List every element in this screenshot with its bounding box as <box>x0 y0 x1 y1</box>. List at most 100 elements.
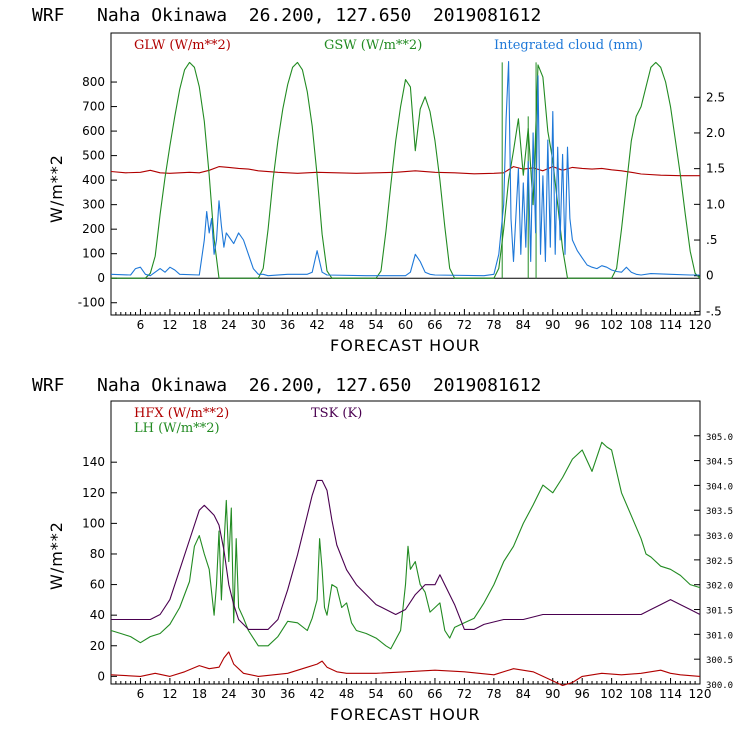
y-tick-label: 140 <box>82 455 105 469</box>
series-line-red <box>110 651 701 687</box>
y-tick-label: 60 <box>90 578 105 592</box>
y-tick-label: -100 <box>78 296 105 310</box>
radiation-panel: WRF Naha Okinawa 26.200, 127.650 2019081… <box>32 5 725 355</box>
y2-tick-label: 2.5 <box>706 90 725 104</box>
x-tick-label: 114 <box>659 318 682 332</box>
x-tick-label: 84 <box>516 318 531 332</box>
x-tick-label: 78 <box>486 318 501 332</box>
x-tick-label: 72 <box>457 687 472 701</box>
y2-tick-label: 301.5 <box>706 607 733 617</box>
x-tick-label: 54 <box>368 687 383 701</box>
y-tick-label: 700 <box>82 100 105 114</box>
x-tick-label: 48 <box>339 318 354 332</box>
panel1-title: WRF Naha Okinawa 26.200, 127.650 2019081… <box>32 5 541 26</box>
x-tick-label: 36 <box>280 687 295 701</box>
y2-tick-label: 2.0 <box>706 126 725 140</box>
panel2-series <box>110 441 701 687</box>
x-tick-label: 102 <box>600 318 623 332</box>
panel2-ylabel: W/m**2 <box>47 521 66 590</box>
series-line-red <box>110 166 700 177</box>
y2-tick-label: 301.0 <box>706 631 733 641</box>
x-tick-label: 18 <box>192 687 207 701</box>
x-tick-label: 42 <box>310 687 325 701</box>
x-tick-label: 30 <box>251 687 266 701</box>
y-tick-label: 800 <box>82 75 105 89</box>
panel1-xlabel: FORECAST HOUR <box>330 336 481 355</box>
series-line-purple <box>111 479 701 630</box>
x-tick-label: 108 <box>630 318 653 332</box>
x-tick-label: 48 <box>339 687 354 701</box>
x-tick-label: 6 <box>137 687 145 701</box>
legend-lh: LH (W/m**2) <box>134 421 220 436</box>
legend-glw: GLW (W/m**2) <box>134 38 231 53</box>
x-tick-label: 102 <box>600 687 623 701</box>
x-tick-label: 90 <box>545 687 560 701</box>
y-tick-label: 40 <box>90 608 105 622</box>
y2-tick-label: 302.5 <box>706 557 733 567</box>
y2-tick-label: 305.0 <box>706 433 733 443</box>
legend-gsw: GSW (W/m**2) <box>324 38 422 53</box>
x-tick-label: 18 <box>192 318 207 332</box>
y-tick-label: 120 <box>82 486 105 500</box>
y-tick-label: 0 <box>97 669 105 683</box>
y-tick-label: 80 <box>90 547 105 561</box>
series-line-green <box>110 441 701 650</box>
y-tick-label: 20 <box>90 639 105 653</box>
y-tick-label: 0 <box>97 271 105 285</box>
x-tick-label: 72 <box>457 318 472 332</box>
y2-tick-label: 303.0 <box>706 532 733 542</box>
panel2-y-ticks: 0 20 40 60 80 100 120 140 <box>82 455 117 683</box>
y-tick-label: 400 <box>82 173 105 187</box>
panel1-ylabel: W/m**2 <box>47 154 66 223</box>
y-tick-label: 100 <box>82 516 105 530</box>
y2-tick-label: .5 <box>706 233 717 247</box>
y-tick-label: 500 <box>82 149 105 163</box>
x-tick-label: 24 <box>221 687 236 701</box>
panel1-y2-ticks: -.5 0 .5 1.0 1.5 2.0 2.5 <box>694 90 725 318</box>
panel2-title: WRF Naha Okinawa 26.200, 127.650 2019081… <box>32 375 541 396</box>
y-tick-label: 200 <box>82 222 105 236</box>
panel1-series <box>110 61 701 279</box>
y-tick-label: 100 <box>82 247 105 261</box>
x-tick-label: 114 <box>659 687 682 701</box>
x-tick-label: 60 <box>398 318 413 332</box>
x-tick-label: 6 <box>137 318 145 332</box>
x-tick-label: 66 <box>427 318 442 332</box>
x-tick-label: 120 <box>689 687 712 701</box>
x-tick-label: 54 <box>368 318 383 332</box>
y2-tick-label: -.5 <box>706 304 722 318</box>
x-tick-label: 84 <box>516 687 531 701</box>
x-tick-label: 108 <box>630 687 653 701</box>
x-tick-label: 96 <box>575 318 590 332</box>
y2-tick-label: 300.0 <box>706 681 733 691</box>
panel1-y-ticks: -100 0 100 200 300 400 500 600 700 800 <box>78 75 117 310</box>
x-tick-label: 78 <box>486 687 501 701</box>
legend-cloud: Integrated cloud (mm) <box>494 38 643 53</box>
y2-tick-label: 302.0 <box>706 582 733 592</box>
x-tick-label: 30 <box>251 318 266 332</box>
x-tick-label: 36 <box>280 318 295 332</box>
y2-tick-label: 304.0 <box>706 482 733 492</box>
x-tick-label: 12 <box>162 318 177 332</box>
x-tick-label: 12 <box>162 687 177 701</box>
y2-tick-label: 1.5 <box>706 162 725 176</box>
x-tick-label: 120 <box>689 318 712 332</box>
y2-tick-label: 1.0 <box>706 197 725 211</box>
x-tick-label: 42 <box>310 318 325 332</box>
y2-tick-label: 300.5 <box>706 656 733 666</box>
y-tick-label: 600 <box>82 124 105 138</box>
panel2-y2-ticks: 300.0 300.5 301.0 301.5 302.0 302.5 303.0 303.5… <box>694 433 733 691</box>
x-tick-label: 24 <box>221 318 236 332</box>
x-tick-label: 90 <box>545 318 560 332</box>
panel2-xlabel: FORECAST HOUR <box>330 705 481 724</box>
legend-tsk: TSK (K) <box>311 406 362 421</box>
series-line-blue <box>110 61 700 277</box>
y-tick-label: 300 <box>82 198 105 212</box>
y2-tick-label: 304.5 <box>706 458 733 468</box>
y2-tick-label: 303.5 <box>706 507 733 517</box>
y2-tick-label: 0 <box>706 269 714 283</box>
x-tick-label: 60 <box>398 687 413 701</box>
flux-panel: WRF Naha Okinawa 26.200, 127.650 2019081… <box>32 375 733 724</box>
panel1-x-ticks: 6 12 18 24 30 36 42 48 54 60 66 72 78 84 90 96 102 108 114… <box>110 309 712 332</box>
